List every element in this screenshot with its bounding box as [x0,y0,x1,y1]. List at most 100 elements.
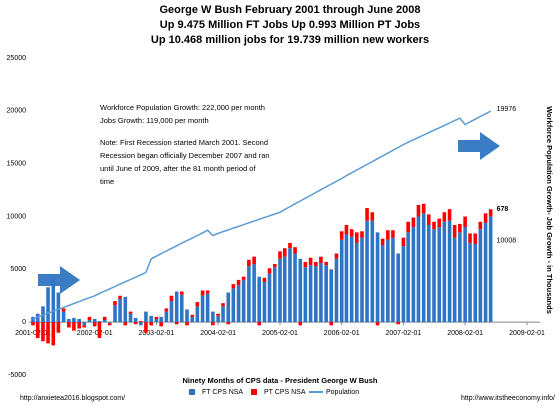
bar [437,227,442,323]
bar [478,229,483,323]
legend-swatch [189,389,195,395]
bar [370,212,375,221]
bar [267,268,272,274]
bar [185,309,189,323]
bar [82,322,87,326]
bar [31,316,35,323]
bar [442,221,447,323]
bar [179,291,184,295]
bar [174,322,179,325]
bar [67,322,71,328]
bar [272,267,277,323]
bar [426,214,431,225]
bar [200,295,205,323]
bar [288,242,292,249]
bar [195,306,200,323]
bar [144,311,148,323]
bar [396,253,400,323]
x-tick-label: 2009-02-01 [509,330,545,337]
bar [468,242,472,323]
x-tick-label: 2001-02-01 [15,330,51,337]
bar [468,233,472,243]
bar [174,291,179,323]
x-axis-label: Ninety Months of CPS data - President Ge… [182,376,377,385]
bar [365,220,369,323]
bar [354,232,359,243]
bar [329,322,334,326]
bar [334,253,339,259]
bar [35,313,40,323]
bar [406,232,410,323]
bar [35,322,40,339]
bar [288,248,292,323]
bar [298,258,303,323]
bar [267,273,272,323]
bar [46,322,50,344]
bar [473,243,478,323]
bar [231,284,236,289]
bar [324,265,328,323]
bar [303,267,308,323]
bar [221,306,225,323]
legend-label: PT CPS NSA [264,389,306,396]
bar [380,245,385,323]
bar [324,261,328,266]
bar [123,322,128,326]
bar [303,261,308,268]
bar [432,229,436,323]
bar [262,282,267,323]
bar [77,318,81,323]
bar [319,262,323,323]
bar [231,288,236,323]
bar [87,316,92,321]
bar [154,316,159,319]
note: Note: First Recession started March 2001… [100,138,268,147]
bar [257,276,262,323]
bar [344,234,349,323]
footer: http://anxietea2016.blogspot.com/ [20,395,125,402]
bar [77,322,81,329]
note: until June of 2009, after the 81 month p… [100,164,256,173]
data-label: 678 [497,206,509,213]
bar [308,257,313,266]
bar [56,292,61,323]
bar [375,232,380,323]
bar [67,318,71,323]
bar [113,305,117,323]
bar [421,213,426,323]
bar [211,322,215,326]
bar [41,322,45,342]
bar [205,293,210,323]
bar [164,308,169,312]
legend-label: FT CPS NSA [202,389,243,396]
bar [314,266,318,323]
bar [391,237,395,323]
x-tick-label: 2008-02-01 [447,330,483,337]
annotation: Jobs Growth: 119,000 per month [100,116,209,125]
note: Recession began officially December 2007… [100,151,270,160]
bar [149,322,153,326]
bar [308,265,313,323]
bar [349,229,354,237]
bar [452,224,457,238]
bar [72,322,76,331]
bar [319,256,323,263]
bar [236,279,241,286]
bar [139,321,143,323]
bar [488,209,493,217]
y-tick-label: -5000 [8,372,26,379]
bar [179,294,184,323]
bar [226,292,231,323]
bar [314,261,318,267]
bar [92,318,97,323]
bar [159,316,163,323]
bar [169,301,174,323]
bar [278,258,282,323]
bar [247,266,251,323]
arrow [458,132,500,160]
bar [102,316,107,321]
x-tick-label: 2004-02-01 [200,330,236,337]
bar [205,290,210,294]
annotation: Workforce Population Growth: 222,000 per… [100,103,265,112]
bar [61,308,66,312]
